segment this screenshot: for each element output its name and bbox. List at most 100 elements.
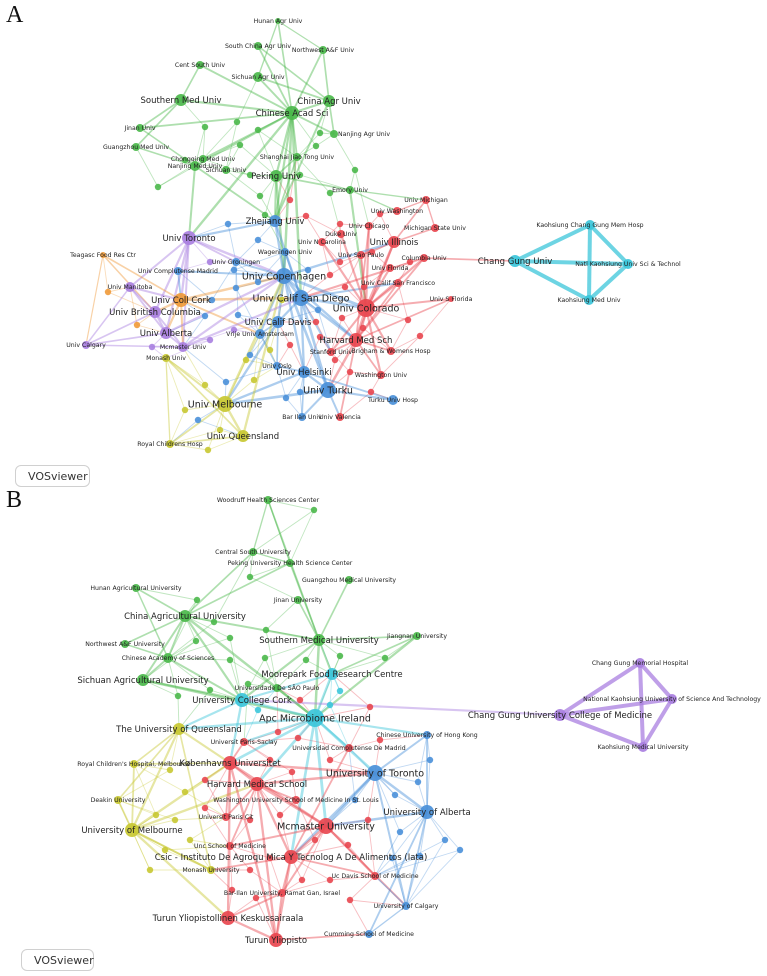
network-node[interactable] <box>136 124 144 132</box>
network-node[interactable] <box>388 236 400 248</box>
network-node[interactable] <box>284 850 298 864</box>
network-node[interactable] <box>281 248 289 256</box>
network-node[interactable] <box>178 342 188 352</box>
network-node[interactable] <box>326 756 334 764</box>
network-node[interactable] <box>312 318 320 326</box>
network-node[interactable] <box>132 143 140 151</box>
network-node[interactable] <box>288 768 296 776</box>
network-node[interactable] <box>236 141 244 149</box>
network-node[interactable] <box>402 902 410 910</box>
network-node[interactable] <box>254 126 262 134</box>
network-node[interactable] <box>230 266 238 274</box>
network-node[interactable] <box>206 686 214 694</box>
network-node[interactable] <box>386 264 394 272</box>
network-node[interactable] <box>336 687 344 695</box>
network-node[interactable] <box>160 327 172 339</box>
network-node[interactable] <box>270 170 282 182</box>
network-node[interactable] <box>246 573 254 581</box>
network-node[interactable] <box>388 395 398 405</box>
network-node[interactable] <box>349 333 363 347</box>
network-node[interactable] <box>235 693 249 707</box>
network-node[interactable] <box>306 709 324 727</box>
network-node[interactable] <box>431 224 439 232</box>
network-node[interactable] <box>367 388 375 396</box>
network-node[interactable] <box>162 354 170 362</box>
network-node[interactable] <box>125 823 139 837</box>
network-node[interactable] <box>152 811 160 819</box>
network-node[interactable] <box>222 378 230 386</box>
network-node[interactable] <box>346 186 354 194</box>
network-node[interactable] <box>414 778 422 786</box>
network-node[interactable] <box>249 548 257 556</box>
network-node[interactable] <box>186 836 194 844</box>
network-node[interactable] <box>199 155 207 163</box>
network-node[interactable] <box>254 42 262 50</box>
network-node[interactable] <box>232 284 240 292</box>
network-node[interactable] <box>125 282 135 292</box>
network-node[interactable] <box>381 654 389 662</box>
network-node[interactable] <box>376 736 384 744</box>
network-node[interactable] <box>376 210 384 218</box>
network-node[interactable] <box>228 886 236 894</box>
network-node[interactable] <box>244 680 252 688</box>
network-node[interactable] <box>336 258 344 266</box>
network-node[interactable] <box>266 346 274 354</box>
network-node[interactable] <box>292 796 300 804</box>
network-node[interactable] <box>226 634 234 642</box>
network-node[interactable] <box>323 95 335 107</box>
network-node[interactable] <box>366 703 374 711</box>
network-node[interactable] <box>230 326 238 334</box>
network-node[interactable] <box>204 446 212 454</box>
network-node[interactable] <box>336 220 344 228</box>
network-node[interactable] <box>242 356 250 364</box>
network-node[interactable] <box>396 828 404 836</box>
network-node[interactable] <box>413 632 421 640</box>
network-node[interactable] <box>296 171 304 179</box>
network-node[interactable] <box>250 376 258 384</box>
network-node[interactable] <box>351 166 359 174</box>
network-node[interactable] <box>104 288 112 296</box>
network-node[interactable] <box>121 640 129 648</box>
network-node[interactable] <box>278 296 286 304</box>
network-node[interactable] <box>221 911 235 925</box>
network-node[interactable] <box>359 324 367 332</box>
network-node[interactable] <box>371 872 379 880</box>
network-node[interactable] <box>336 413 344 421</box>
network-node[interactable] <box>256 192 264 200</box>
network-node[interactable] <box>285 106 299 120</box>
network-node[interactable] <box>312 142 320 150</box>
network-node[interactable] <box>318 818 334 834</box>
network-node[interactable] <box>175 94 187 106</box>
network-node[interactable] <box>181 406 189 414</box>
network-node[interactable] <box>345 744 353 752</box>
network-node[interactable] <box>246 866 254 874</box>
network-node[interactable] <box>357 251 365 259</box>
network-node[interactable] <box>387 347 395 355</box>
network-node[interactable] <box>420 254 428 262</box>
network-node[interactable] <box>269 933 283 947</box>
network-node[interactable] <box>319 46 327 54</box>
network-node[interactable] <box>391 791 399 799</box>
network-node[interactable] <box>623 259 633 269</box>
network-node[interactable] <box>266 854 274 862</box>
network-node[interactable] <box>262 626 270 634</box>
network-node[interactable] <box>298 366 310 378</box>
network-node[interactable] <box>137 674 149 686</box>
network-node[interactable] <box>294 596 302 604</box>
network-node[interactable] <box>269 215 281 227</box>
network-node[interactable] <box>114 796 122 804</box>
network-node[interactable] <box>266 756 274 764</box>
network-node[interactable] <box>422 196 430 204</box>
network-node[interactable] <box>326 271 334 279</box>
network-node[interactable] <box>273 362 281 370</box>
network-node[interactable] <box>286 196 294 204</box>
network-node[interactable] <box>206 336 214 344</box>
network-node[interactable] <box>286 341 294 349</box>
network-node[interactable] <box>294 734 302 742</box>
network-node[interactable] <box>233 118 241 126</box>
network-node[interactable] <box>217 396 233 412</box>
network-node[interactable] <box>146 866 154 874</box>
network-node[interactable] <box>326 701 334 709</box>
vosviewer-badge-b[interactable]: VOSviewer <box>21 949 94 971</box>
network-node[interactable] <box>304 266 312 274</box>
